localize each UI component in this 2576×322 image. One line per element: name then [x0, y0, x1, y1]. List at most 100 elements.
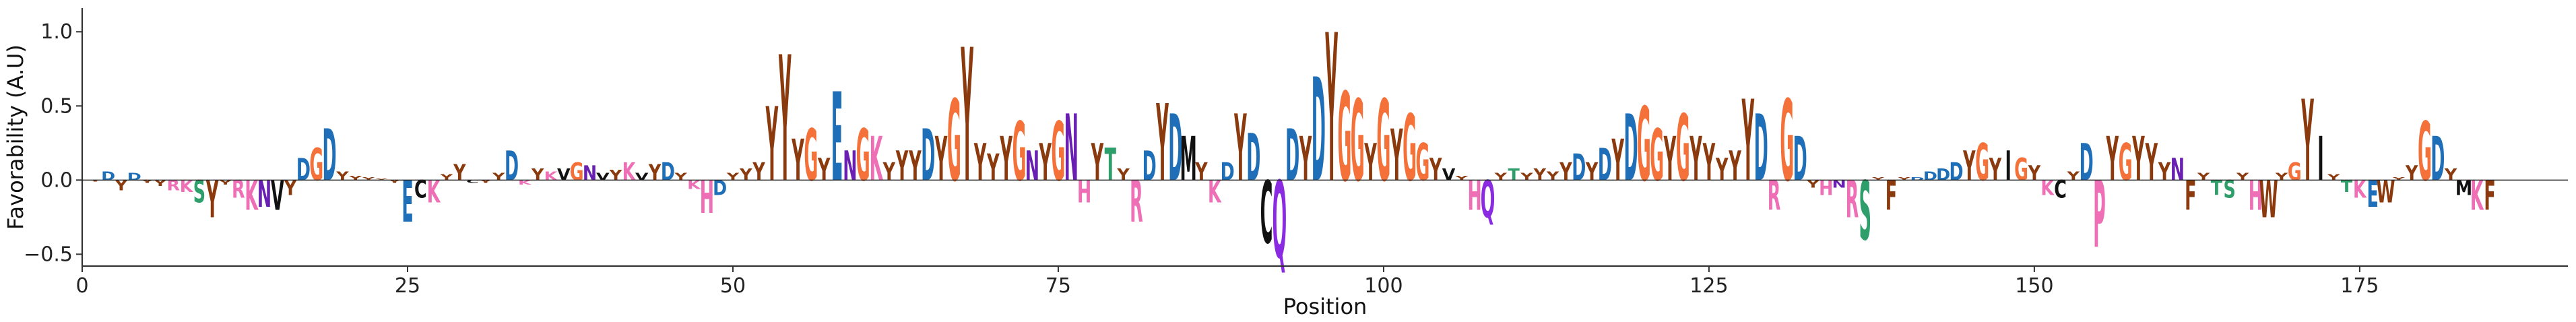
logo-letter-pos-68: Y [961, 11, 973, 224]
logo-letter-pos-167: H [2249, 172, 2263, 219]
logo-letter-pos-66: Y [935, 123, 948, 195]
logo-letter-pos-148: I [2005, 142, 2011, 189]
logo-letter-pos-90: D [1246, 120, 1260, 195]
y-axis-title: Favorability (A.U) [3, 44, 28, 230]
logo-letter-pos-93: D [1285, 115, 1299, 197]
logo-letter-pos-146: G [1975, 134, 1989, 193]
logo-letter-pos-145: Y [1963, 142, 1976, 189]
logo-letter-pos-112: Y [1533, 165, 1547, 184]
logo-letter-pos-43: V [635, 171, 649, 183]
logo-letter-pos-159: Y [2145, 134, 2158, 193]
logo-letter-pos-135: N [1832, 179, 1846, 190]
logo-letter-pos-118: Y [1611, 127, 1624, 194]
logo-letter-pos-12: R [232, 176, 245, 204]
logo-letter-pos-48: H [700, 171, 714, 224]
logo-letter-pos-166: Y [2236, 171, 2250, 183]
logo-letter-pos-111: Y [1520, 171, 1534, 183]
logo-letter-pos-4: D [127, 171, 141, 183]
logo-letter-pos-17: D [296, 152, 311, 187]
logo-letter-pos-185: F [2484, 172, 2495, 219]
logo-letter-pos-38: G [570, 158, 584, 187]
logo-letter-pos-79: T [1105, 138, 1116, 191]
logo-letter-pos-36: K [544, 170, 558, 184]
logo-letter-pos-125: Y [1702, 134, 1715, 193]
logo-letter-pos-119: D [1623, 96, 1638, 202]
logo-letter-pos-158: Y [2132, 123, 2145, 195]
logo-letter-pos-168: W [2259, 171, 2278, 230]
logo-letter-pos-78: Y [1091, 134, 1103, 193]
logo-letter-pos-169: Y [2275, 171, 2289, 183]
x-tick-label: 150 [2015, 274, 2053, 298]
logo-letter-pos-116: Y [1585, 158, 1598, 187]
logo-letter-pos-31: Y [478, 180, 492, 185]
logo-letter-pos-101: Y [1390, 115, 1403, 197]
logo-letter-pos-7: R [166, 177, 180, 194]
logo-letter-pos-98: G [1351, 77, 1365, 207]
logo-letter-pos-183: M [2455, 176, 2472, 200]
logo-letter-pos-121: G [1650, 115, 1664, 197]
logo-letter-pos-96: Y [1325, 0, 1338, 228]
logo-letter-pos-173: Y [2327, 172, 2340, 182]
y-tick-label: 0.5 [40, 94, 73, 118]
logo-letter-pos-138: Y [1871, 176, 1886, 181]
logo-letter-pos-163: Y [2197, 171, 2211, 183]
logo-letter-pos-37: V [557, 165, 571, 184]
logo-letter-pos-72: G [1012, 104, 1027, 199]
axes [81, 8, 2568, 267]
logo-letter-pos-80: Y [1116, 165, 1130, 184]
logo-letter-pos-30: C [466, 180, 479, 185]
logo-letter-pos-22: Y [361, 176, 375, 181]
logo-letter-pos-83: Y [1156, 84, 1169, 205]
logo-letter-pos-20: Y [335, 170, 350, 184]
logo-letter-pos-102: G [1403, 96, 1417, 202]
logo-letter-pos-82: D [1142, 142, 1157, 189]
logo-letter-pos-144: D [1949, 158, 1963, 187]
logo-letter-pos-26: C [414, 176, 427, 204]
logo-letter-pos-136: R [1846, 171, 1859, 230]
logo-letter-pos-57: Y [817, 152, 830, 187]
logo-letter-pos-2: D [101, 170, 115, 184]
logo-letter-pos-71: Y [1000, 123, 1012, 195]
logo-letter-pos-10: Y [206, 171, 219, 230]
logo-letter-pos-46: Y [674, 171, 688, 183]
logo-letter-pos-97: G [1338, 68, 1352, 210]
logo-letter-pos-165: S [2224, 176, 2236, 204]
logo-letter-pos-131: G [1780, 77, 1794, 207]
logo-letter-pos-108: Q [1481, 171, 1495, 230]
logo-letter-pos-154: D [2080, 134, 2094, 193]
logo-letter-pos-175: K [2353, 176, 2367, 204]
logo-letter-pos-157: G [2119, 134, 2133, 193]
logo-letter-pos-39: N [583, 161, 597, 185]
logo-letter-pos-85: M [1180, 123, 1197, 195]
x-tick-label: 175 [2340, 274, 2379, 298]
logo-letter-pos-9: S [193, 174, 205, 210]
logo-letter-pos-170: G [2288, 158, 2302, 187]
logo-letter-pos-184: K [2470, 172, 2484, 219]
logo-letter-pos-65: D [921, 115, 935, 197]
logo-letter-pos-25: E [401, 168, 413, 235]
logo-letter-pos-84: D [1168, 96, 1182, 202]
logo-letter-pos-143: D [1936, 165, 1950, 184]
logo-letter-pos-8: K [180, 177, 194, 196]
logo-letter-pos-50: Y [726, 171, 740, 183]
logo-letter-pos-51: Y [739, 165, 753, 184]
logo-letter-pos-172: I [2317, 123, 2323, 195]
logo-letter-pos-147: Y [1989, 152, 2001, 187]
logo-letter-pos-89: Y [1234, 96, 1247, 202]
logo-letter-pos-149: G [2014, 152, 2028, 187]
logo-letter-pos-81: R [1130, 168, 1143, 235]
x-tick-label: 75 [1045, 274, 1071, 298]
logo-letter-pos-62: Y [882, 158, 895, 187]
logo-letter-pos-75: G [1052, 104, 1066, 199]
logo-letter-pos-128: Y [1741, 77, 1754, 207]
logo-letter-pos-3: Y [115, 177, 129, 194]
logo-letter-pos-5: Y [140, 180, 154, 185]
logo-letter-pos-151: K [2040, 176, 2055, 200]
logo-letter-pos-92: Q [1273, 160, 1287, 282]
logo-letter-pos-60: G [856, 115, 870, 197]
logo-letter-pos-16: Y [284, 176, 297, 200]
x-tick-label: 125 [1689, 274, 1728, 298]
logo-letter-pos-40: V [596, 171, 610, 183]
logo-letter-pos-179: Y [2405, 161, 2418, 185]
